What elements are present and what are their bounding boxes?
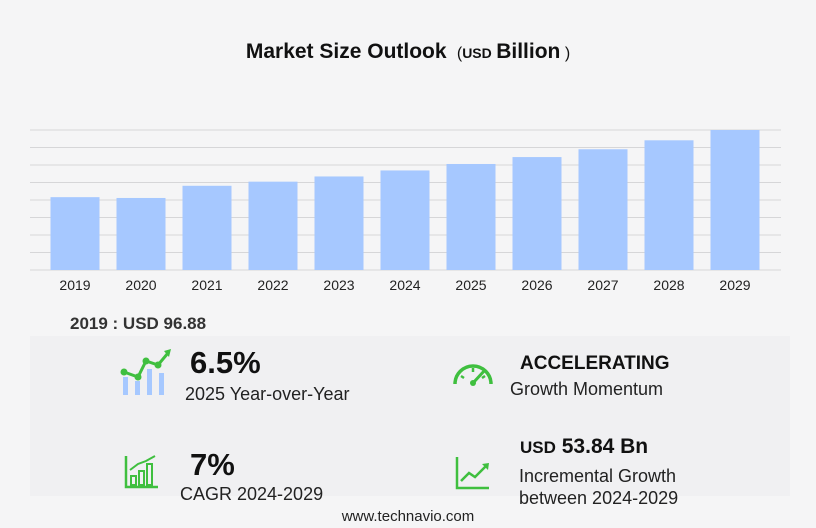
unit-currency: USD [462,45,492,61]
chart-title-text: Market Size Outlook [245,40,447,63]
bar-2025 [446,163,496,270]
bar-2029 [710,130,760,270]
x-tick-label-2029: 2029 [719,277,750,293]
x-tick-label-2023: 2023 [323,277,354,293]
bar-2023 [314,176,364,270]
bar-2022 [248,181,298,270]
x-tick-label-2019: 2019 [59,277,90,293]
bar-2021 [182,185,232,270]
cagr-value: 7% [190,447,235,482]
x-tick-label-2027: 2027 [587,277,618,293]
baseline-label: 2019 : USD 96.88 [70,314,207,333]
bar-2019 [50,197,100,270]
x-tick-label-2028: 2028 [653,277,684,293]
bar-growth-icon [124,455,158,489]
bar-2020 [116,197,166,270]
unit-open-paren: ( [456,45,463,62]
chart-title-unit: (USD Billion ) [452,40,571,63]
growth-chart-icon [120,349,171,395]
x-tick-label-2020: 2020 [125,277,156,293]
incremental-label-line2: between 2024-2029 [519,488,679,508]
incremental-label-line1: Incremental Growth [519,466,677,486]
x-tick-label-2024: 2024 [389,277,420,293]
yoy-label: 2025 Year-over-Year [185,384,350,404]
bar-chart: 2019 2020 2021 2022 2023 2024 2025 2026 2027 2028… [30,129,781,293]
momentum-label: Growth Momentum [510,379,664,399]
x-tick-label-2022: 2022 [257,277,288,293]
x-tick-label-2021: 2021 [191,277,222,293]
unit-close-paren: ) [564,45,571,62]
cagr-label: CAGR 2024-2029 [180,484,324,504]
momentum-value: ACCELERATING [520,353,670,374]
incremental-value: USD 53.84 Bn [520,435,648,459]
bar-2028 [644,140,694,270]
unit-scale: Billion [496,40,561,63]
speedometer-icon [453,364,493,386]
footer-url[interactable]: www.technavio.com [341,508,475,525]
trend-line-icon [455,457,489,490]
incremental-currency: USD [520,438,556,457]
bar-2027 [578,149,628,270]
x-tick-label-2025: 2025 [455,277,486,293]
bar-2026 [512,157,562,270]
x-tick-label-2026: 2026 [521,277,552,293]
incremental-amount: 53.84 Bn [561,435,649,458]
bar-2024 [380,170,430,270]
yoy-value: 6.5% [190,345,261,380]
chart-title: Market Size Outlook (USD Billion ) [0,40,816,64]
